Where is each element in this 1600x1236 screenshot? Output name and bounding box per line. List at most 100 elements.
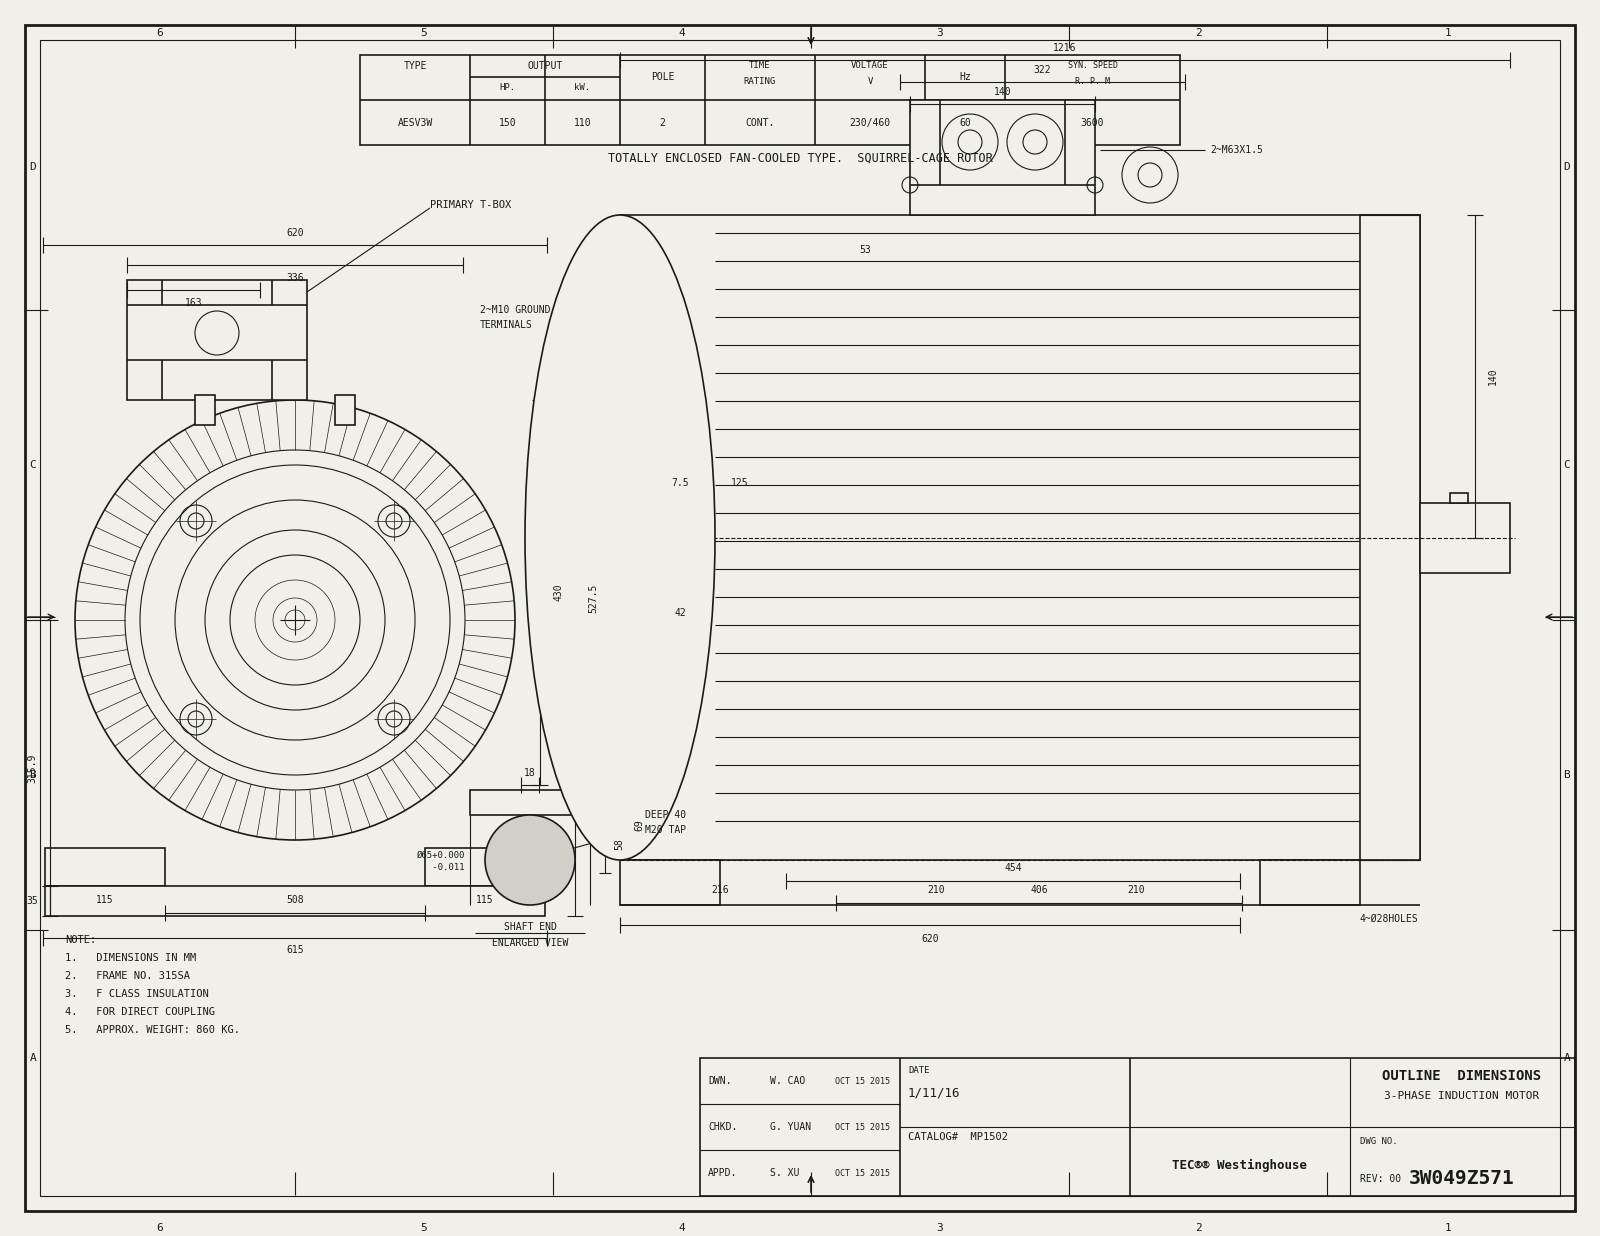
Text: 125: 125 bbox=[731, 477, 749, 487]
Text: 58: 58 bbox=[614, 838, 624, 850]
Text: TYPE: TYPE bbox=[403, 61, 427, 70]
Text: TOTALLY ENCLOSED FAN-COOLED TYPE.  SQUIRREL-CAGE ROTOR: TOTALLY ENCLOSED FAN-COOLED TYPE. SQUIRR… bbox=[608, 152, 992, 164]
Text: DWN.: DWN. bbox=[707, 1077, 731, 1086]
Text: kW.: kW. bbox=[574, 84, 590, 93]
Text: 336: 336 bbox=[286, 273, 304, 283]
Text: D: D bbox=[1563, 162, 1570, 172]
Bar bbox=[621, 860, 720, 905]
Text: 527.5: 527.5 bbox=[589, 583, 598, 613]
Text: 210: 210 bbox=[1126, 885, 1146, 895]
Text: 5.   APPROX. WEIGHT: 860 KG.: 5. APPROX. WEIGHT: 860 KG. bbox=[66, 1025, 240, 1035]
Text: SYN. SPEED: SYN. SPEED bbox=[1067, 62, 1117, 70]
Text: A: A bbox=[1563, 1053, 1570, 1063]
Text: TERMINALS: TERMINALS bbox=[480, 320, 533, 330]
Text: -0.011: -0.011 bbox=[400, 864, 466, 873]
Text: CHKD.: CHKD. bbox=[707, 1122, 738, 1132]
Text: 1/11/16: 1/11/16 bbox=[909, 1086, 960, 1099]
Text: 140: 140 bbox=[994, 87, 1011, 96]
Text: 1216: 1216 bbox=[1053, 43, 1077, 53]
Text: 5: 5 bbox=[421, 28, 427, 38]
Text: 322: 322 bbox=[1034, 66, 1051, 75]
Text: OCT 15 2015: OCT 15 2015 bbox=[835, 1077, 890, 1085]
Text: 2~M10 GROUND: 2~M10 GROUND bbox=[480, 305, 550, 315]
Bar bbox=[126, 281, 307, 400]
Bar bbox=[1421, 503, 1510, 572]
Bar bbox=[426, 848, 546, 886]
Text: NOTE:: NOTE: bbox=[66, 934, 96, 946]
Bar bbox=[360, 54, 1181, 145]
Text: Hz: Hz bbox=[958, 72, 971, 82]
Text: DWG NO.: DWG NO. bbox=[1360, 1137, 1398, 1146]
Text: 2: 2 bbox=[659, 117, 666, 129]
Text: 60: 60 bbox=[958, 117, 971, 129]
Text: A: A bbox=[30, 1053, 37, 1063]
Text: 454: 454 bbox=[1005, 863, 1022, 873]
Ellipse shape bbox=[525, 215, 715, 860]
Text: PRIMARY T-BOX: PRIMARY T-BOX bbox=[430, 200, 512, 210]
Text: B: B bbox=[30, 770, 37, 780]
Text: 1.   DIMENSIONS IN MM: 1. DIMENSIONS IN MM bbox=[66, 953, 197, 963]
Text: OUTLINE  DIMENSIONS: OUTLINE DIMENSIONS bbox=[1382, 1069, 1541, 1083]
Bar bbox=[1261, 860, 1360, 905]
Text: B: B bbox=[1563, 770, 1570, 780]
Text: 4: 4 bbox=[678, 1222, 685, 1234]
Text: 18: 18 bbox=[525, 768, 536, 777]
Bar bbox=[45, 886, 546, 916]
Text: 216: 216 bbox=[710, 885, 730, 895]
Text: C: C bbox=[30, 460, 37, 470]
Text: 3: 3 bbox=[936, 28, 944, 38]
Text: 508: 508 bbox=[286, 895, 304, 905]
Text: 163: 163 bbox=[184, 298, 202, 308]
Text: V: V bbox=[867, 77, 872, 85]
Text: 2: 2 bbox=[1195, 28, 1202, 38]
Text: 3: 3 bbox=[936, 1222, 944, 1234]
Text: 69: 69 bbox=[634, 819, 643, 831]
Bar bbox=[45, 848, 165, 886]
Text: D: D bbox=[30, 162, 37, 172]
Text: APPD.: APPD. bbox=[707, 1168, 738, 1178]
Text: POLE: POLE bbox=[651, 72, 674, 82]
Text: SHAFT END: SHAFT END bbox=[504, 922, 557, 932]
Text: G. YUAN: G. YUAN bbox=[770, 1122, 811, 1132]
Text: M20 TAP: M20 TAP bbox=[645, 824, 686, 836]
Bar bbox=[1360, 215, 1421, 860]
Text: CONT.: CONT. bbox=[746, 117, 774, 129]
Text: CATALOG#  MP1502: CATALOG# MP1502 bbox=[909, 1132, 1008, 1142]
Text: 2.   FRAME NO. 315SA: 2. FRAME NO. 315SA bbox=[66, 971, 190, 981]
Bar bbox=[621, 215, 1421, 860]
Text: TIME: TIME bbox=[749, 62, 771, 70]
Text: 140: 140 bbox=[1488, 367, 1498, 386]
Text: 1: 1 bbox=[1445, 1222, 1451, 1234]
Text: VOLTAGE: VOLTAGE bbox=[851, 62, 890, 70]
Text: 110: 110 bbox=[574, 117, 592, 129]
Text: RATING: RATING bbox=[744, 77, 776, 85]
Text: 7.5: 7.5 bbox=[670, 477, 690, 487]
Text: S. XU: S. XU bbox=[770, 1168, 800, 1178]
Text: R. P. M: R. P. M bbox=[1075, 77, 1110, 85]
Text: 115: 115 bbox=[477, 895, 494, 905]
Bar bbox=[334, 396, 355, 425]
Bar bbox=[470, 790, 590, 815]
Text: 620: 620 bbox=[286, 227, 304, 239]
Text: 5: 5 bbox=[421, 1222, 427, 1234]
Text: 53: 53 bbox=[859, 245, 870, 255]
Text: 210: 210 bbox=[926, 885, 946, 895]
Text: OCT 15 2015: OCT 15 2015 bbox=[835, 1122, 890, 1131]
Text: 3W049Z571: 3W049Z571 bbox=[1410, 1168, 1515, 1188]
Text: Ø65+0.000: Ø65+0.000 bbox=[416, 850, 466, 859]
Text: HP.: HP. bbox=[499, 84, 515, 93]
Text: TEC®® Westinghouse: TEC®® Westinghouse bbox=[1173, 1158, 1307, 1172]
Bar bbox=[701, 1058, 1574, 1196]
Text: 6: 6 bbox=[157, 28, 163, 38]
Text: 3-PHASE INDUCTION MOTOR: 3-PHASE INDUCTION MOTOR bbox=[1384, 1091, 1539, 1101]
Text: 3600: 3600 bbox=[1080, 117, 1104, 129]
Text: 406: 406 bbox=[1030, 885, 1048, 895]
Text: OCT 15 2015: OCT 15 2015 bbox=[835, 1168, 890, 1178]
Text: 4: 4 bbox=[678, 28, 685, 38]
Text: 35: 35 bbox=[26, 896, 38, 906]
Text: 230/460: 230/460 bbox=[850, 117, 891, 129]
Text: DEEP 40: DEEP 40 bbox=[645, 810, 686, 819]
Text: 615: 615 bbox=[286, 946, 304, 955]
Text: 620: 620 bbox=[922, 934, 939, 944]
Text: 4.   FOR DIRECT COUPLING: 4. FOR DIRECT COUPLING bbox=[66, 1007, 214, 1017]
